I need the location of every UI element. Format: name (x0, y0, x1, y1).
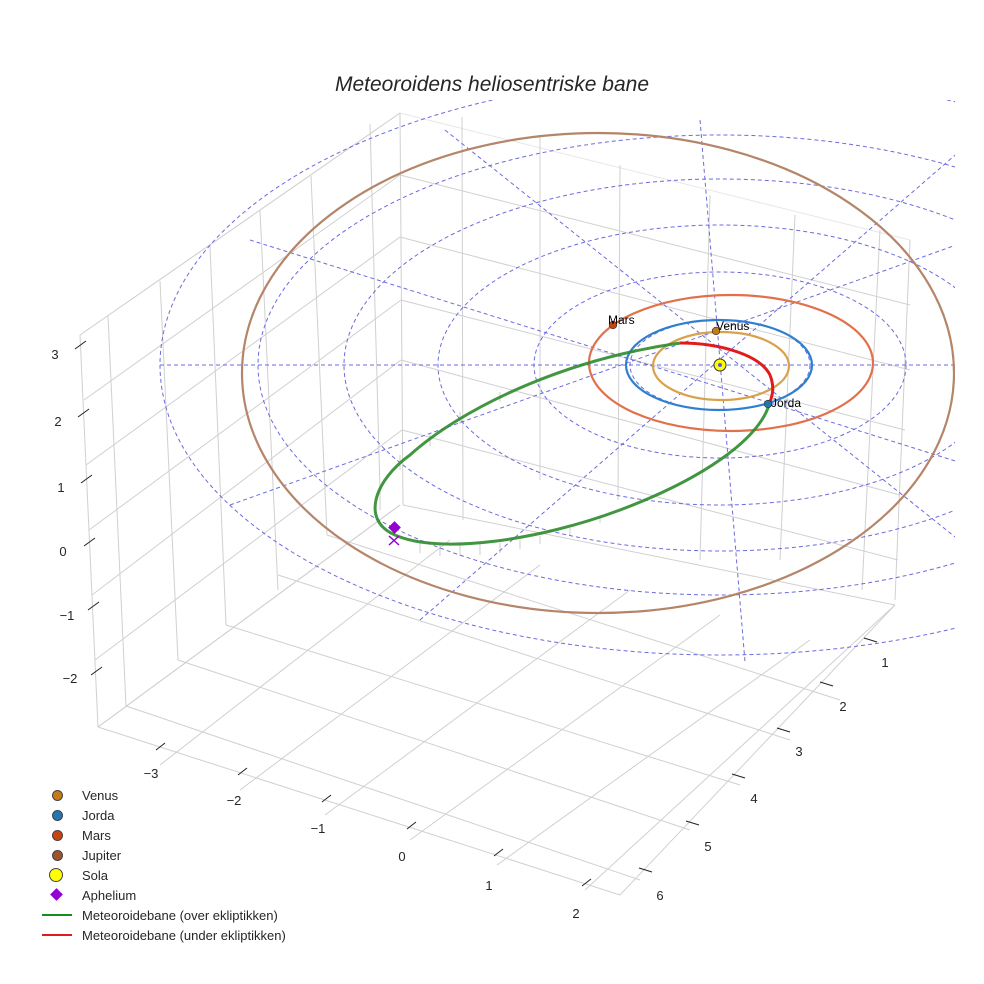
svg-text:−2: −2 (227, 793, 242, 808)
legend-item-orbit-below[interactable]: Meteoroidebane (under ekliptikken) (34, 925, 286, 945)
svg-text:−2: −2 (63, 671, 78, 686)
mars-marker[interactable] (608, 320, 618, 330)
jorda-dot-icon (52, 810, 63, 821)
red-line-icon (42, 934, 72, 936)
legend-item-venus[interactable]: Venus (34, 785, 286, 805)
mars-label: Mars (608, 313, 635, 327)
diamond-icon (50, 888, 63, 901)
svg-text:0: 0 (59, 544, 66, 559)
meteoroid-orbit (373, 341, 775, 556)
svg-text:3: 3 (51, 347, 58, 362)
svg-text:2: 2 (572, 906, 579, 921)
svg-text:1: 1 (881, 655, 888, 670)
svg-text:−1: −1 (60, 608, 75, 623)
venus-orbit (651, 330, 791, 402)
svg-text:2: 2 (54, 414, 61, 429)
orbit-below-ecliptic (679, 341, 775, 403)
sun-dot-icon (49, 868, 63, 882)
mars-dot-icon (52, 830, 63, 841)
y-axis-tick-labels: 1 2 3 4 5 6 (656, 655, 888, 903)
venus-label: Venus (716, 319, 749, 333)
z-axis-tick-labels: 3 2 1 0 −1 −2 (51, 347, 77, 686)
legend-item-sola[interactable]: Sola (34, 865, 286, 885)
legend-item-jupiter[interactable]: Jupiter (34, 845, 286, 865)
projection-droplines (379, 392, 601, 556)
x-axis-tick-labels: −3 −2 −1 0 1 2 (144, 766, 580, 921)
planet-markers: Venus Jorda Mars (608, 313, 801, 410)
jorda-marker[interactable] (763, 399, 773, 409)
chart-title: Meteoroidens heliosentriske bane (334, 73, 650, 96)
jupiter-dot-icon (52, 850, 63, 861)
svg-text:2: 2 (839, 699, 846, 714)
svg-text:1: 1 (57, 480, 64, 495)
legend: Venus Jorda Mars Jupiter Sola Aphelium M… (34, 785, 286, 945)
svg-text:1: 1 (485, 878, 492, 893)
svg-text:0: 0 (398, 849, 405, 864)
planet-orbits (241, 131, 955, 615)
green-line-icon (42, 914, 72, 916)
orbit-above-ecliptic (373, 341, 772, 546)
svg-text:4: 4 (750, 791, 757, 806)
legend-item-jorda[interactable]: Jorda (34, 805, 286, 825)
svg-text:3: 3 (795, 744, 802, 759)
venus-dot-icon (52, 790, 63, 801)
legend-item-orbit-above[interactable]: Meteoroidebane (over ekliptikken) (34, 905, 286, 925)
jupiter-orbit (241, 131, 955, 615)
legend-item-mars[interactable]: Mars (34, 825, 286, 845)
jorda-label: Jorda (771, 396, 801, 410)
jorda-orbit (624, 318, 814, 412)
venus-marker[interactable] (711, 326, 721, 336)
sun-marker[interactable] (713, 358, 727, 372)
svg-text:5: 5 (704, 839, 711, 854)
svg-text:−1: −1 (311, 821, 326, 836)
legend-item-aphelium[interactable]: Aphelium (34, 885, 286, 905)
svg-text:−3: −3 (144, 766, 159, 781)
axis-ticks (74, 340, 878, 887)
svg-text:6: 6 (656, 888, 663, 903)
pane-grid (79, 112, 911, 896)
